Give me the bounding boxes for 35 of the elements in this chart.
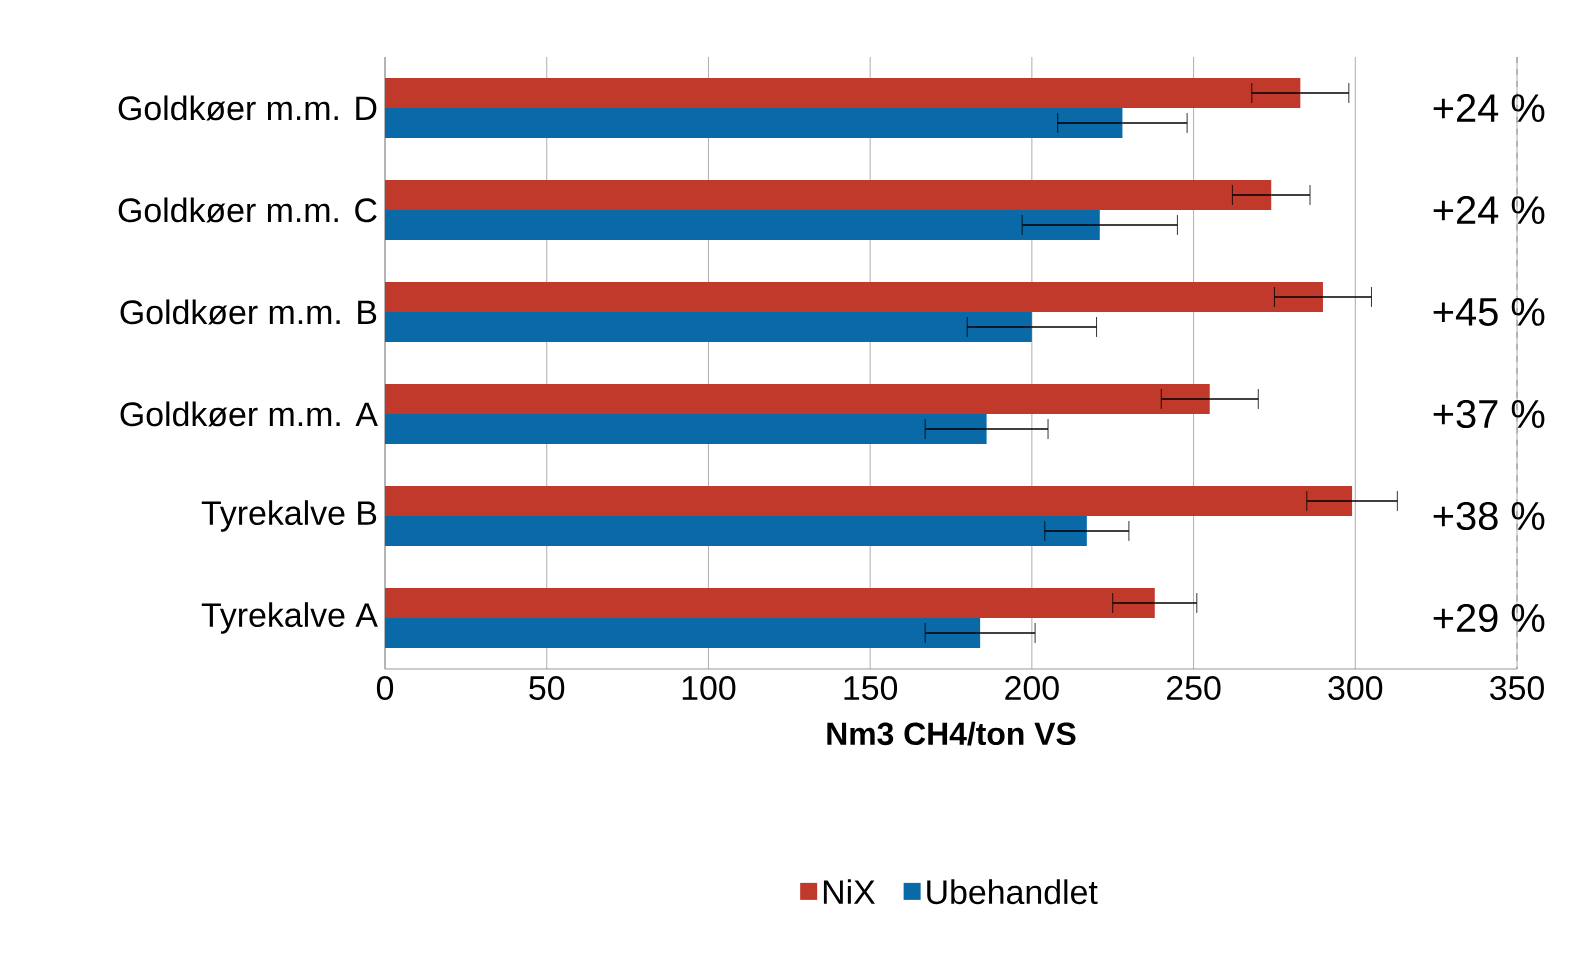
x-axis-title: Nm3 CH4/ton VS [827, 721, 1076, 746]
y-tick-label: Tyrekalve B [201, 500, 377, 532]
annotation: +45 % [1433, 297, 1545, 326]
y-tick-label: Goldkøer m.m. D [118, 95, 377, 121]
x-tick-label: 300 [1328, 676, 1383, 701]
bar [385, 179, 1272, 210]
bar [385, 515, 1087, 546]
bar [385, 77, 1301, 108]
legend-label: Ubehandlet [927, 879, 1098, 905]
x-tick-label: 350 [1490, 676, 1544, 701]
x-tick-label: 250 [1167, 676, 1221, 701]
x-tick-label: 50 [529, 676, 565, 701]
y-tick-label: Goldkøer m.m. A [120, 401, 378, 427]
bar [385, 413, 987, 444]
bar [385, 485, 1353, 516]
annotation: +38 % [1433, 501, 1545, 531]
x-tick-label: 200 [1005, 676, 1059, 701]
bar [385, 107, 1123, 138]
x-tick-label: 0 [376, 676, 394, 701]
y-tick-label: Goldkøer m.m. C [118, 197, 377, 223]
x-tick-label: 150 [844, 676, 898, 701]
y-tick-label: Goldkøer m.m. B [120, 299, 377, 325]
annotation: +24 % [1433, 195, 1545, 225]
bar [385, 587, 1155, 618]
bar [385, 281, 1323, 312]
bar [385, 311, 1032, 342]
bar [385, 383, 1210, 414]
y-tick-label: Tyrekalve A [201, 602, 378, 634]
annotation: +37 % [1433, 399, 1545, 429]
legend-label: NiX [823, 879, 875, 904]
bar [385, 209, 1100, 240]
annotation: +29 % [1433, 603, 1545, 633]
x-tick-label: 100 [682, 676, 736, 701]
annotation: +24 % [1433, 93, 1545, 123]
bar [385, 617, 981, 648]
